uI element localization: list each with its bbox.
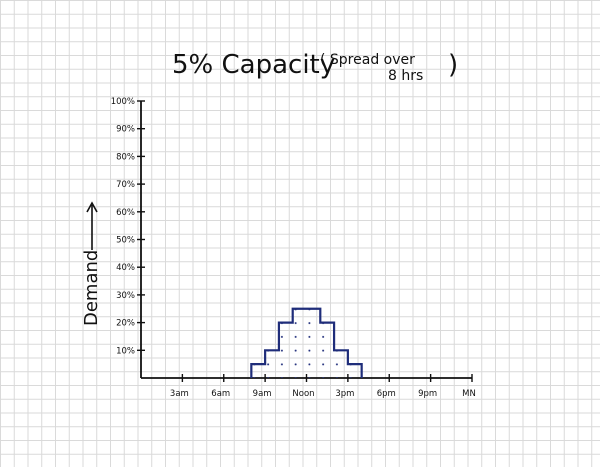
x-tick-label: 3am xyxy=(170,389,189,399)
y-tick-label: 40% xyxy=(116,263,135,273)
chart-subtitle-line2: 8 hrs xyxy=(388,68,423,84)
x-tick-label: 9pm xyxy=(418,389,437,399)
demand-step-line xyxy=(250,307,363,378)
y-tick-label: 70% xyxy=(116,180,135,190)
y-tick-label: 30% xyxy=(116,291,135,301)
x-tick-label: 6am xyxy=(211,389,230,399)
x-tick-label: 3pm xyxy=(335,389,354,399)
chart-subtitle-close: ) xyxy=(448,50,458,80)
x-tick-label: 6pm xyxy=(377,389,396,399)
y-tick-label: 20% xyxy=(116,319,135,329)
y-axis-label: Demand xyxy=(81,250,102,326)
y-tick-label: 90% xyxy=(116,125,135,135)
y-tick-label: 100% xyxy=(111,97,135,107)
chart-title: 5% Capacity xyxy=(172,50,335,80)
demand-area-fill xyxy=(251,308,362,378)
chart-subtitle-line1: ( Spread over xyxy=(320,52,415,68)
y-ticks: 10% 20% 30% 40% 50% 60% 70% 80% 90% 100% xyxy=(111,97,145,356)
y-tick-label: 50% xyxy=(116,236,135,246)
y-tick-label: 80% xyxy=(116,152,135,162)
x-ticks: 3am 6am 9am Noon 3pm 6pm 9pm MN xyxy=(170,374,476,399)
x-tick-label: 9am xyxy=(253,389,272,399)
y-tick-label: 10% xyxy=(116,346,135,356)
y-axis-arrow xyxy=(86,201,98,250)
y-tick-label: 60% xyxy=(116,208,135,218)
x-tick-label: Noon xyxy=(292,389,314,399)
x-tick-label: MN xyxy=(462,389,476,399)
